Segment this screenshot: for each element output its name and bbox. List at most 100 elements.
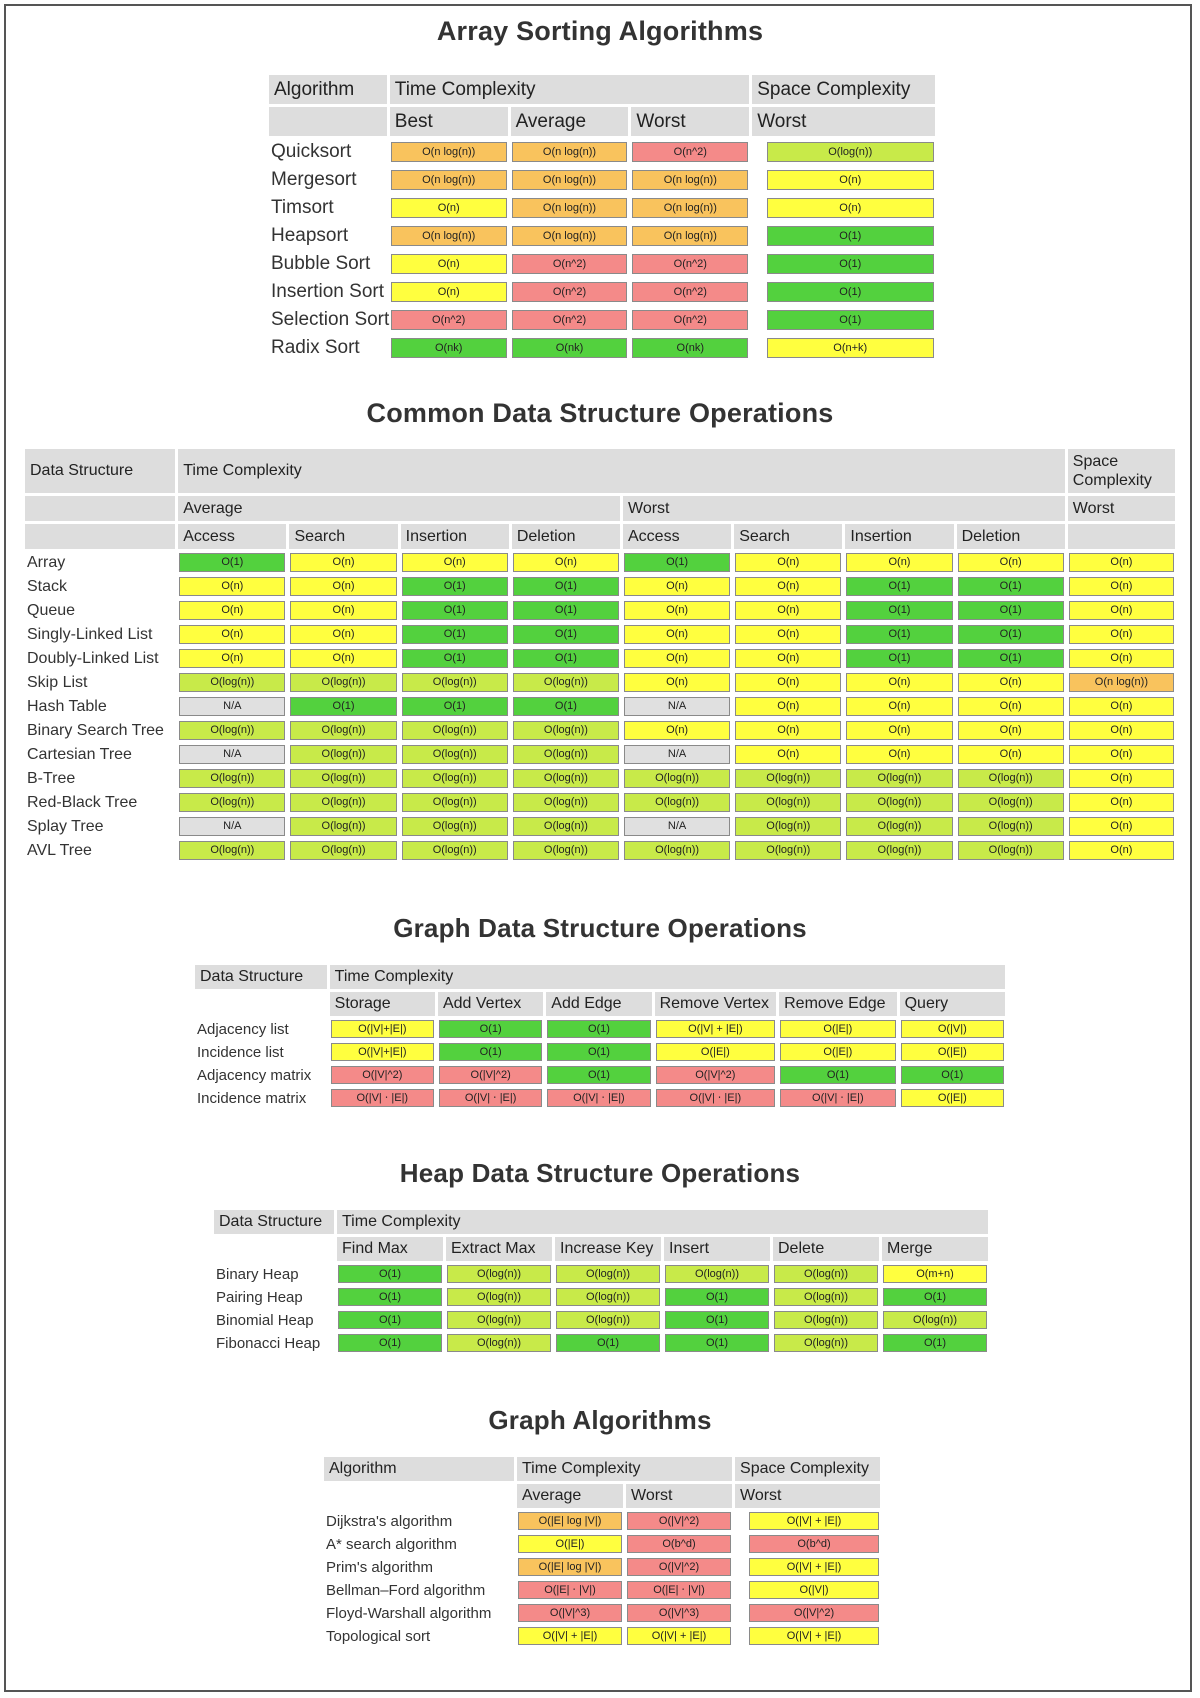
complexity-badge: O(|V| + |E|): [627, 1627, 732, 1645]
complexity-badge: O(log(n)): [735, 769, 842, 788]
complexity-cell: O(n): [289, 624, 397, 645]
complexity-cell: O(log(n)): [766, 139, 935, 164]
header-average: Average: [178, 496, 620, 521]
complexity-cell: O(|E|): [900, 1042, 1005, 1062]
complexity-cell: O(log(n)): [957, 768, 1065, 789]
complexity-badge: O(1): [846, 625, 953, 644]
complexity-badge: O(n^2): [511, 309, 628, 330]
header-algorithm: Algorithm: [269, 75, 387, 104]
complexity-badge: O(n): [1068, 745, 1174, 764]
complexity-badge: O(1): [438, 1043, 543, 1061]
complexity-cell: O(log(n)): [623, 840, 731, 861]
complexity-cell: O(n): [1068, 768, 1175, 789]
complexity-badge: O(log(n)): [512, 769, 619, 788]
complexity-cell: O(1): [337, 1333, 443, 1353]
complexity-cell: O(n): [623, 720, 731, 741]
complexity-cell: O(|V| + |E|): [655, 1019, 777, 1039]
complexity-badge: O(log(n)): [556, 1288, 660, 1306]
header-data-structure: Data Structure: [195, 965, 327, 989]
row-label: Array: [27, 553, 66, 571]
header-time-complexity: Time Complexity: [329, 965, 1005, 989]
complexity-cell: O(n): [734, 720, 842, 741]
complexity-badge: O(log(n)): [447, 1311, 551, 1329]
complexity-badge: O(|V|^2): [627, 1558, 732, 1576]
table-row: Selection Sort O(n^2) O(n^2) O(n^2) O(1): [269, 307, 935, 332]
graph-algorithms-table: Algorithm Time Complexity Space Complexi…: [321, 1454, 883, 1649]
complexity-badge: N/A: [179, 745, 286, 764]
complexity-cell: O(n): [1068, 744, 1175, 765]
header-op: Access: [623, 524, 732, 549]
complexity-badge: O(|V|): [900, 1020, 1004, 1038]
sorting-rows: Quicksort O(n log(n)) O(n log(n)) O(n^2) O(l…: [269, 139, 935, 360]
complexity-badge: O(1): [957, 577, 1064, 596]
header-op: Deletion: [511, 524, 620, 549]
header-average: Average: [517, 1484, 623, 1508]
complexity-cell: O(n): [845, 672, 953, 693]
complexity-badge: O(1): [401, 649, 508, 668]
graph-ops-title: Graph Data Structure Operations: [393, 913, 807, 943]
complexity-cell: O(n): [1068, 600, 1175, 621]
complexity-cell: O(|V|+|E|): [330, 1042, 435, 1062]
complexity-badge: O(|E|): [900, 1043, 1004, 1061]
complexity-badge: O(1): [338, 1265, 442, 1283]
complexity-cell: O(|V| + |E|): [626, 1626, 732, 1646]
complexity-cell: O(n): [957, 696, 1065, 717]
complexity-cell: O(log(n)): [446, 1333, 552, 1353]
complexity-cell: O(n^2): [631, 139, 749, 164]
complexity-badge: O(1): [846, 649, 953, 668]
complexity-cell: O(1): [401, 648, 509, 669]
header-blank: [269, 107, 387, 136]
complexity-badge: O(1): [401, 577, 508, 596]
complexity-badge: O(|V| ⋅ |E|): [780, 1089, 896, 1107]
header-op: Storage: [329, 992, 435, 1016]
complexity-badge: O(n): [766, 169, 934, 190]
header-time-complexity: Time Complexity: [389, 75, 750, 104]
complexity-cell: O(log(n)): [178, 720, 286, 741]
complexity-cell: O(n): [178, 600, 286, 621]
complexity-badge: O(1): [665, 1311, 769, 1329]
complexity-cell: O(n): [390, 279, 508, 304]
complexity-badge: O(n): [624, 577, 731, 596]
complexity-cell: O(n): [766, 195, 935, 220]
complexity-badge: O(1): [401, 625, 508, 644]
complexity-badge: O(log(n)): [556, 1265, 660, 1283]
complexity-badge: O(log(n)): [179, 673, 286, 692]
complexity-badge: O(log(n)): [774, 1265, 878, 1283]
row-label: Prim's algorithm: [326, 1558, 434, 1576]
complexity-badge: O(n): [179, 577, 286, 596]
complexity-badge: O(|V| ⋅ |E|): [547, 1089, 651, 1107]
complexity-badge: O(n): [1068, 769, 1174, 788]
complexity-cell: N/A: [623, 744, 731, 765]
complexity-cell: O(n): [623, 624, 731, 645]
complexity-cell: O(n^2): [390, 307, 508, 332]
header-op: Search: [289, 524, 398, 549]
complexity-badge: O(nk): [390, 337, 507, 358]
complexity-badge: O(|V|): [749, 1581, 880, 1599]
complexity-badge: O(n): [624, 601, 731, 620]
header-worst: Worst: [631, 107, 750, 136]
complexity-badge: O(1): [780, 1066, 896, 1084]
complexity-cell: O(log(n)): [446, 1264, 552, 1284]
complexity-badge: O(n): [512, 553, 619, 572]
table-row: Array O(1) O(n) O(n) O(n) O(1) O(n) O(n) O(n) O(n…: [25, 552, 1175, 573]
complexity-badge: O(n): [179, 649, 286, 668]
complexity-cell: O(|E|): [655, 1042, 777, 1062]
heap-ops-table: Data Structure Time Complexity Find Max E…: [211, 1207, 991, 1356]
header-time-complexity: Time Complexity: [517, 1457, 733, 1481]
complexity-cell: O(b^d): [626, 1534, 732, 1554]
complexity-badge: O(n): [390, 281, 507, 302]
complexity-badge: O(|E| ⋅ |V|): [627, 1581, 732, 1599]
complexity-cell: O(log(n)): [401, 672, 509, 693]
column-gap: [752, 223, 762, 248]
row-label: Hash Table: [27, 697, 107, 715]
complexity-cell: O(log(n)): [512, 840, 620, 861]
complexity-cell: O(|V|): [748, 1580, 880, 1600]
complexity-badge: O(1): [766, 281, 934, 302]
complexity-cell: O(nk): [511, 335, 629, 360]
complexity-badge: O(n log(n)): [511, 141, 628, 162]
complexity-badge: O(log(n)): [774, 1288, 878, 1306]
header-blank: [324, 1484, 514, 1508]
header-blank: [195, 992, 327, 1016]
row-label: Pairing Heap: [216, 1288, 303, 1306]
row-label: Radix Sort: [271, 336, 360, 358]
